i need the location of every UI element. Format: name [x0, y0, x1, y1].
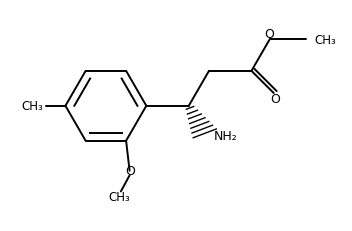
Text: O: O: [125, 164, 135, 177]
Text: CH₃: CH₃: [21, 100, 43, 113]
Text: O: O: [265, 28, 275, 41]
Text: CH₃: CH₃: [108, 190, 130, 203]
Text: CH₃: CH₃: [315, 34, 337, 47]
Text: O: O: [271, 93, 281, 106]
Text: NH₂: NH₂: [214, 129, 238, 142]
